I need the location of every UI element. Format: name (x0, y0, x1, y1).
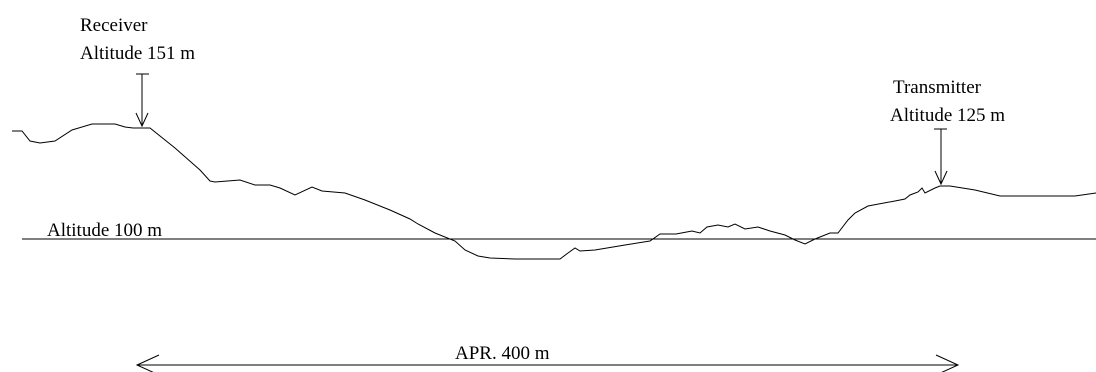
receiver-arrow-head (135, 112, 149, 128)
receiver-altitude-label: Altitude 151 m (80, 43, 196, 64)
transmitter-label: Transmitter (893, 77, 981, 98)
reference-altitude-label: Altitude 100 m (47, 220, 163, 241)
terrain-profile-line (12, 123, 1096, 260)
transmitter-altitude-label: Altitude 125 m (890, 105, 1006, 126)
distance-arrow-left-head (135, 354, 160, 372)
distance-arrow-right-head (935, 354, 960, 372)
distance-label: APR. 400 m (455, 343, 550, 364)
receiver-label: Receiver (80, 15, 148, 36)
transmitter-arrow-head (934, 170, 948, 186)
